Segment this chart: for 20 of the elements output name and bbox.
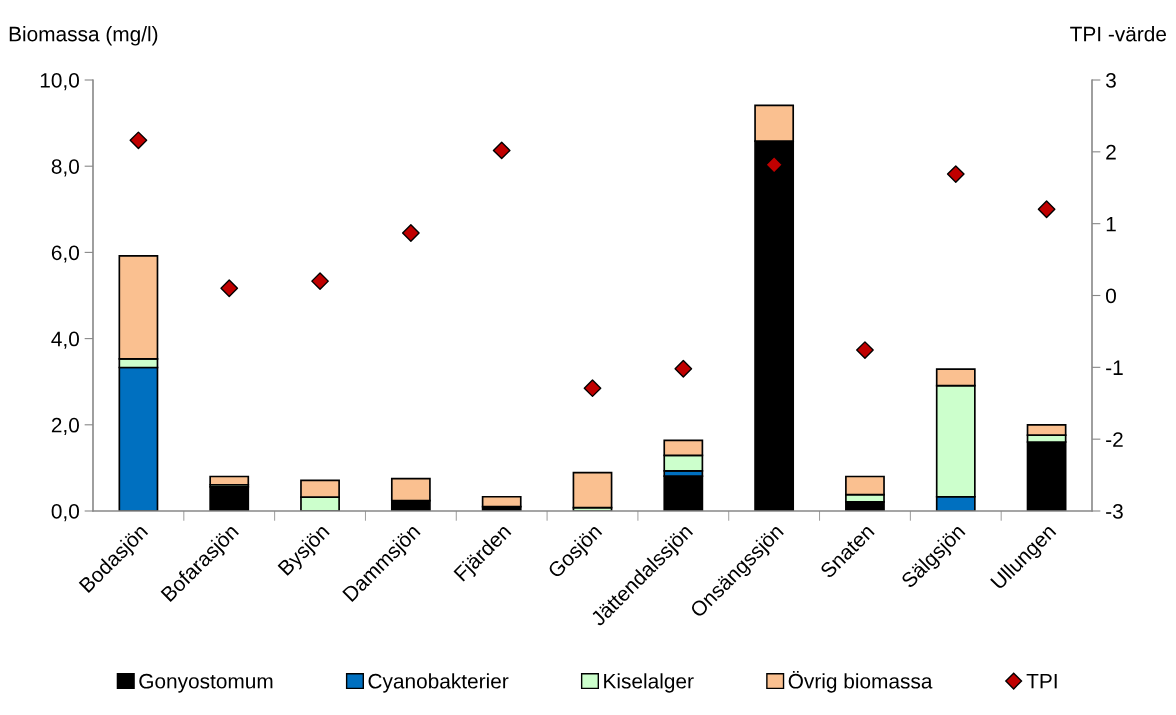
- y-tick-label: 2,0: [51, 417, 79, 436]
- y-tick-label: 0,0: [51, 504, 79, 522]
- y-tick-label: 4,0: [51, 331, 79, 349]
- legend-label: TPI: [1026, 674, 1057, 689]
- y2-tick-label: -3: [1106, 504, 1123, 519]
- legend-label: Cyanobakterier: [368, 673, 509, 693]
- legend-label: Övrig biomassa: [788, 670, 933, 693]
- legend-label: Kiselalger: [604, 673, 694, 693]
- y2-tick-label: 1: [1106, 216, 1116, 232]
- y-axis-title: Biomassa (mg/l): [9, 26, 158, 46]
- y2-tick-label: 0: [1106, 288, 1116, 304]
- y2-tick-label: 3: [1105, 73, 1116, 88]
- y-tick-label: 10,0: [40, 73, 79, 91]
- y2-axis-title: TPI -värde: [1070, 26, 1167, 42]
- y2-tick-label: 2: [1106, 144, 1116, 160]
- y2-tick-label: -1: [1106, 360, 1123, 375]
- y-tick-label: 6,0: [51, 245, 79, 263]
- y-tick-label: 8,0: [51, 159, 79, 177]
- y2-tick-label: -2: [1106, 432, 1123, 447]
- legend-label: Gonyostomum: [139, 673, 273, 693]
